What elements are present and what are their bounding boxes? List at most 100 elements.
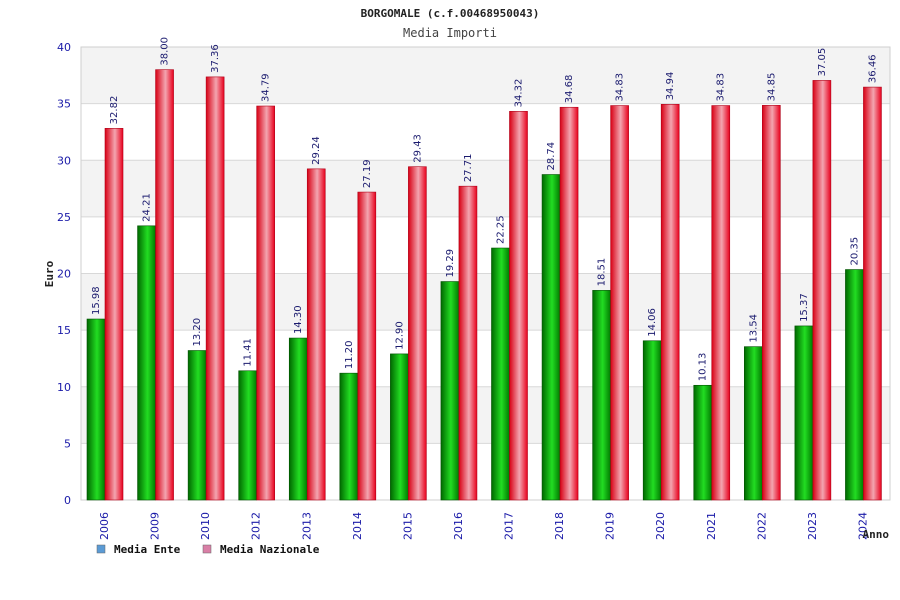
bar-media-ente-2020 xyxy=(642,340,662,501)
bar-media-ente-2006 xyxy=(86,318,106,501)
bar-media-nazionale-2014 xyxy=(357,191,377,501)
bars-group xyxy=(86,69,882,501)
y-tick-label: 15 xyxy=(57,324,71,337)
bar-value-label: 37.05 xyxy=(817,48,828,77)
bar-media-ente-2013 xyxy=(288,337,308,501)
chart-subtitle: Media Importi xyxy=(403,26,497,40)
bar-media-nazionale-2022 xyxy=(762,105,781,501)
y-tick-label: 0 xyxy=(64,494,71,507)
plot-border xyxy=(80,46,891,501)
x-tick-label: 2021 xyxy=(705,512,718,540)
bar-value-label: 11.41 xyxy=(243,338,254,367)
bar-media-nazionale-2006 xyxy=(104,128,124,501)
x-tick-label: 2018 xyxy=(553,512,566,540)
bar-media-nazionale-2018 xyxy=(559,106,579,501)
x-tick-label: 2016 xyxy=(452,512,465,540)
x-tick-label: 2019 xyxy=(604,512,617,540)
y-axis-title: Euro xyxy=(43,260,56,287)
bar-value-label: 15.98 xyxy=(91,286,102,315)
bar-value-label: 27.19 xyxy=(362,159,373,188)
y-tick-label: 35 xyxy=(57,98,71,111)
bar-value-label: 11.20 xyxy=(344,341,355,370)
y-tick-label: 20 xyxy=(57,268,71,281)
bar-media-ente-2021 xyxy=(693,384,713,501)
x-tick-label: 2010 xyxy=(199,512,212,540)
x-tick-label: 2023 xyxy=(806,512,819,540)
x-tick-label: 2020 xyxy=(654,512,667,540)
bar-value-label: 18.51 xyxy=(597,258,608,287)
bar-media-ente-2014 xyxy=(339,372,359,501)
bar-value-label: 36.46 xyxy=(867,54,878,83)
bar-value-label: 14.06 xyxy=(647,308,658,337)
bar-value-label: 34.83 xyxy=(615,73,626,102)
bar-value-label: 13.54 xyxy=(748,314,759,343)
bar-media-nazionale-2023 xyxy=(812,80,832,501)
bar-value-label: 10.13 xyxy=(698,353,709,382)
bar-media-ente-2010 xyxy=(187,350,207,501)
bar-media-nazionale-2016 xyxy=(458,185,478,501)
x-axis-ticks: 2006 2009 2010 2012 2013 2014 2015 2016 2017 2018… xyxy=(98,512,869,540)
bar-value-label: 34.68 xyxy=(564,75,575,104)
bar-value-label: 34.94 xyxy=(665,72,676,101)
y-tick-label: 25 xyxy=(57,211,71,224)
bar-media-nazionale-2024 xyxy=(863,86,882,501)
bar-value-label: 38.00 xyxy=(160,37,171,66)
y-tick-label: 40 xyxy=(57,41,71,54)
bar-media-ente-2019 xyxy=(592,290,611,501)
bar-media-ente-2017 xyxy=(491,247,510,501)
bar-media-nazionale-2010 xyxy=(205,76,225,501)
bar-value-label: 29.24 xyxy=(311,136,322,165)
bar-value-label: 32.82 xyxy=(109,96,120,125)
x-tick-label: 2012 xyxy=(250,512,263,540)
y-tick-label: 10 xyxy=(57,381,71,394)
bar-value-label: 19.29 xyxy=(445,249,456,278)
legend-swatch-media-ente xyxy=(96,544,106,554)
x-tick-label: 2024 xyxy=(856,512,869,540)
bar-value-label: 13.20 xyxy=(192,318,203,347)
x-axis-title: Anno xyxy=(863,528,890,541)
y-axis-ticks: 0 5 10 15 20 25 30 35 40 xyxy=(57,41,71,507)
legend-label-media-nazionale: Media Nazionale xyxy=(220,543,320,556)
bar-value-label: 20.35 xyxy=(849,237,860,266)
bar-value-label: 15.37 xyxy=(799,293,810,322)
bar-media-nazionale-2012 xyxy=(256,105,275,501)
bar-value-label: 34.79 xyxy=(261,73,272,102)
x-tick-label: 2015 xyxy=(401,512,414,540)
bar-media-nazionale-2009 xyxy=(155,69,174,501)
x-tick-label: 2017 xyxy=(503,512,516,540)
bar-media-nazionale-2015 xyxy=(408,166,427,501)
bar-media-nazionale-2013 xyxy=(306,168,326,501)
bar-value-label: 24.21 xyxy=(142,193,153,222)
x-tick-label: 2022 xyxy=(755,512,768,540)
bar-media-ente-2024 xyxy=(845,269,864,501)
bar-media-ente-2018 xyxy=(541,174,561,501)
legend-label-media-ente: Media Ente xyxy=(114,543,181,556)
bar-value-label: 29.43 xyxy=(412,134,423,163)
y-tick-label: 5 xyxy=(64,437,71,450)
x-tick-label: 2006 xyxy=(98,512,111,540)
legend: Media Ente Media Nazionale xyxy=(96,543,320,556)
bar-value-label: 22.25 xyxy=(496,215,507,244)
bar-media-nazionale-2019 xyxy=(610,105,629,501)
x-tick-label: 2013 xyxy=(300,512,313,540)
bar-media-nazionale-2020 xyxy=(660,104,680,501)
bar-value-label: 27.71 xyxy=(463,154,474,183)
bar-media-nazionale-2017 xyxy=(509,111,528,501)
bar-value-label: 34.32 xyxy=(514,79,525,108)
bar-value-label: 28.74 xyxy=(546,142,557,171)
bar-value-label: 34.83 xyxy=(716,73,727,102)
bar-value-labels: 15.98 32.82 24.21 38.00 13.20 37.36 11.41 34.79… xyxy=(91,37,878,381)
chart-title: BORGOMALE (c.f.00468950043) xyxy=(361,7,540,20)
legend-swatch-media-nazionale xyxy=(202,544,212,554)
x-tick-label: 2014 xyxy=(351,512,364,540)
bar-media-ente-2015 xyxy=(390,353,409,501)
y-tick-label: 30 xyxy=(57,154,71,167)
bar-media-ente-2022 xyxy=(744,346,763,501)
bar-media-ente-2016 xyxy=(440,281,460,501)
bar-media-ente-2009 xyxy=(137,225,156,501)
x-tick-label: 2009 xyxy=(149,512,162,540)
bar-media-nazionale-2021 xyxy=(711,105,731,501)
bar-media-ente-2012 xyxy=(238,370,257,501)
bar-value-label: 12.90 xyxy=(394,321,405,350)
